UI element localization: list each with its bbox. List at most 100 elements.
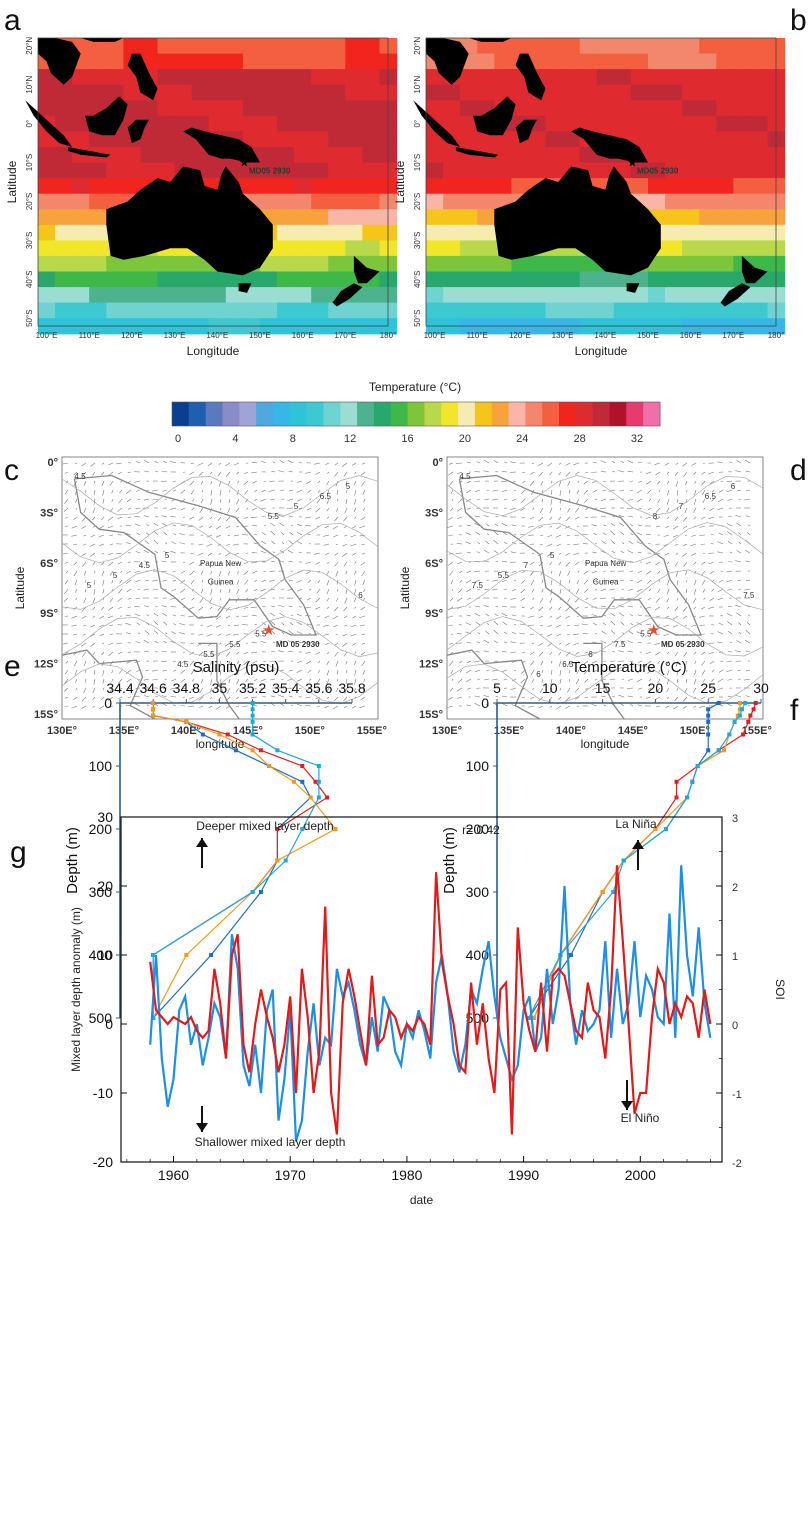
current-vector (510, 507, 517, 510)
current-vector (474, 570, 481, 573)
sst-cell (528, 162, 547, 179)
land-mass (626, 283, 640, 293)
current-vector (82, 543, 87, 546)
x-tick-label: 34.6 (140, 680, 167, 696)
current-vector (729, 551, 733, 554)
sst-cell (123, 178, 142, 195)
sst-cell (596, 38, 615, 55)
current-vector (281, 588, 285, 590)
current-vector (102, 687, 105, 691)
sst-cell (511, 100, 530, 117)
current-vector (288, 695, 294, 698)
current-vector (538, 516, 544, 522)
current-vector (326, 489, 330, 496)
current-vector (354, 561, 357, 564)
current-vector (279, 550, 285, 554)
current-vector (92, 705, 96, 708)
current-vector (566, 624, 571, 627)
current-vector (693, 516, 697, 520)
lon-tick-label: 160°E (680, 331, 702, 340)
x-tick-label: 35.4 (272, 680, 299, 696)
current-vector (201, 669, 204, 673)
current-vector (93, 588, 96, 595)
current-vector (353, 597, 357, 603)
current-vector (81, 471, 87, 477)
current-vector (629, 704, 634, 707)
current-vector (323, 534, 330, 537)
lat-tick-label: 12S° (419, 659, 443, 671)
current-vector (477, 588, 481, 591)
current-vector (627, 678, 634, 681)
current-vector (73, 570, 78, 577)
y-axis-label: Latitude (393, 160, 407, 203)
current-vector (694, 669, 697, 676)
current-vector (495, 471, 499, 473)
y-axis-label: Latitude (398, 566, 412, 609)
sst-cell (716, 255, 734, 273)
current-vector (217, 561, 222, 567)
current-vector (663, 534, 670, 537)
current-vector (334, 651, 339, 657)
current-vector (260, 550, 267, 554)
current-vector (530, 651, 535, 655)
colorbar-swatch (407, 402, 425, 426)
current-vector (180, 498, 186, 503)
lat-tick-label: 50°S (25, 309, 34, 326)
sst-cell (426, 287, 444, 304)
sst-cell (750, 69, 769, 86)
current-vector (73, 660, 78, 667)
current-vector (360, 516, 366, 521)
profile-point (737, 707, 742, 712)
current-vector (197, 552, 204, 556)
sst-cell (426, 302, 444, 319)
current-vector (513, 623, 517, 626)
current-vector (63, 687, 69, 692)
current-vector (325, 552, 330, 555)
current-vector (161, 470, 168, 473)
current-vector (215, 705, 222, 710)
current-vector (483, 549, 490, 554)
current-vector (618, 694, 625, 698)
current-vector (81, 516, 87, 522)
sst-cell (648, 131, 666, 148)
current-vector (520, 498, 526, 504)
y-tick-label: -20 (93, 1154, 113, 1170)
current-vector (585, 597, 589, 600)
current-vector (101, 480, 105, 487)
current-vector (567, 660, 571, 666)
current-vector (501, 522, 508, 527)
current-vector (483, 560, 490, 563)
current-vector (711, 534, 715, 536)
sst-cell (140, 287, 159, 304)
current-vector (315, 507, 321, 513)
current-vector (647, 489, 652, 494)
current-vector (210, 498, 213, 505)
land-mass (80, 38, 124, 42)
current-vector (636, 532, 643, 536)
current-vector (354, 570, 357, 576)
sst-cell (426, 100, 444, 117)
sst-cell (260, 38, 278, 55)
sst-cell (140, 271, 159, 288)
sst-cell (545, 302, 564, 319)
current-vector (483, 470, 490, 473)
current-vector (718, 669, 724, 673)
x-axis-label: date (410, 1193, 434, 1207)
sst-cell (426, 147, 444, 164)
current-vector (612, 561, 616, 563)
lon-tick-label: 130°E (164, 331, 186, 340)
sst-cell (699, 255, 717, 273)
current-vector (530, 561, 535, 565)
current-vector (693, 498, 697, 505)
sst-cell (494, 38, 512, 55)
current-vector (188, 696, 195, 700)
current-vector (161, 560, 168, 563)
sst-cell (733, 209, 751, 226)
current-vector (363, 498, 366, 503)
y-axis-label: Latitude (13, 566, 27, 609)
current-vector (627, 651, 634, 653)
sst-cell (596, 84, 615, 101)
sst-cell (648, 302, 666, 319)
sst-cell (277, 224, 295, 241)
current-vector (637, 507, 643, 510)
